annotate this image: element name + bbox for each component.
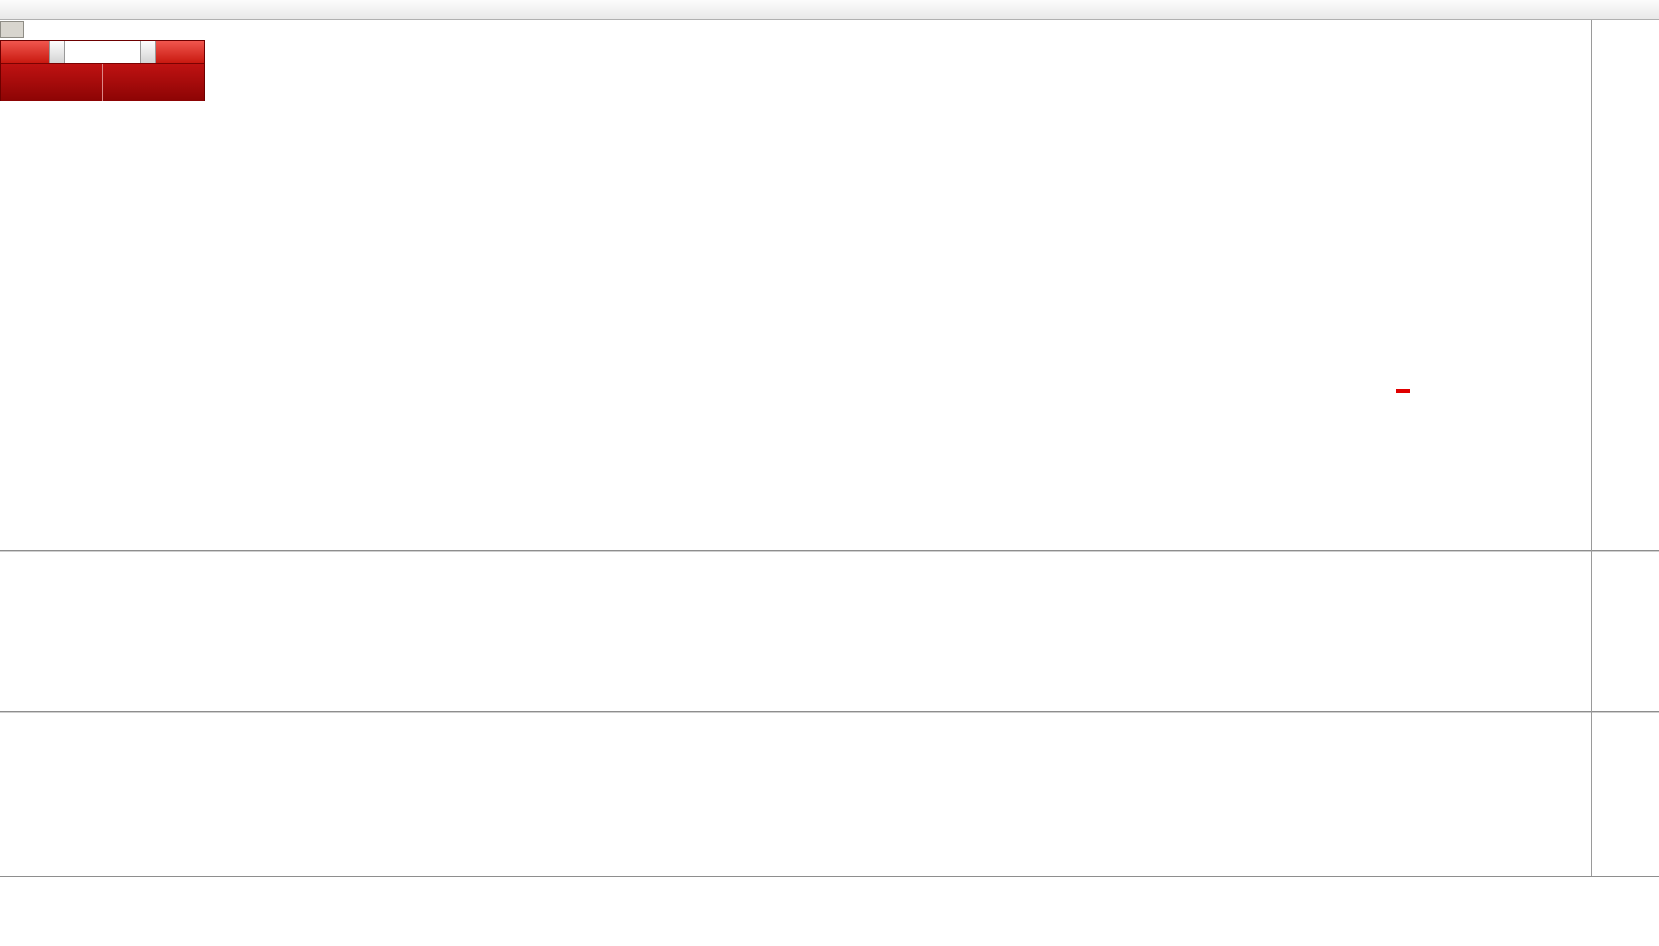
main-toolbar bbox=[0, 0, 1659, 20]
time-axis-separator bbox=[0, 876, 1659, 877]
trade-buttons-row bbox=[1, 41, 204, 63]
sell-price-display bbox=[1, 64, 102, 101]
bid-ask-display bbox=[1, 63, 204, 101]
rsi-pane-splitter[interactable] bbox=[0, 711, 1659, 713]
main-chart-canvas[interactable] bbox=[0, 21, 1591, 550]
buy-button[interactable] bbox=[156, 41, 204, 63]
one-click-trading-panel bbox=[0, 40, 205, 101]
macd-panel-canvas[interactable] bbox=[0, 552, 1591, 711]
lot-decrease-button[interactable] bbox=[49, 41, 65, 63]
chart-title-strip bbox=[0, 21, 24, 38]
buy-price-display bbox=[103, 64, 204, 101]
lot-increase-button[interactable] bbox=[140, 41, 156, 63]
macd-pane-splitter[interactable] bbox=[0, 550, 1659, 552]
rsi-panel-canvas[interactable] bbox=[0, 713, 1591, 876]
price-divider bbox=[102, 64, 103, 101]
lot-size-input[interactable] bbox=[65, 41, 140, 63]
sell-button[interactable] bbox=[1, 41, 49, 63]
price-axis-border bbox=[1591, 20, 1592, 876]
level-price-callout[interactable] bbox=[1396, 389, 1410, 393]
